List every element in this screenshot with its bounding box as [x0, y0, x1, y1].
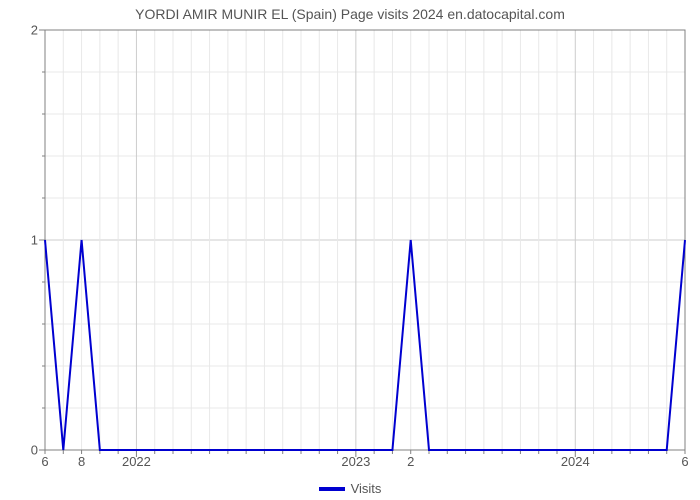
x-tick-label: 6	[681, 454, 688, 469]
x-tick-label: 2022	[122, 454, 151, 469]
y-tick-label: 1	[8, 233, 38, 248]
chart-svg	[45, 30, 685, 450]
legend-swatch	[319, 487, 345, 491]
x-tick-label: 6	[41, 454, 48, 469]
legend: Visits	[0, 481, 700, 496]
chart-title: YORDI AMIR MUNIR EL (Spain) Page visits …	[0, 6, 700, 22]
y-tick-label: 2	[8, 23, 38, 38]
plot-area	[45, 30, 685, 450]
y-tick-label: 0	[8, 443, 38, 458]
chart-container: YORDI AMIR MUNIR EL (Spain) Page visits …	[0, 0, 700, 500]
x-tick-label: 8	[78, 454, 85, 469]
legend-label: Visits	[351, 481, 382, 496]
x-tick-label: 2023	[341, 454, 370, 469]
x-tick-label: 2024	[561, 454, 590, 469]
x-tick-label: 2	[407, 454, 414, 469]
